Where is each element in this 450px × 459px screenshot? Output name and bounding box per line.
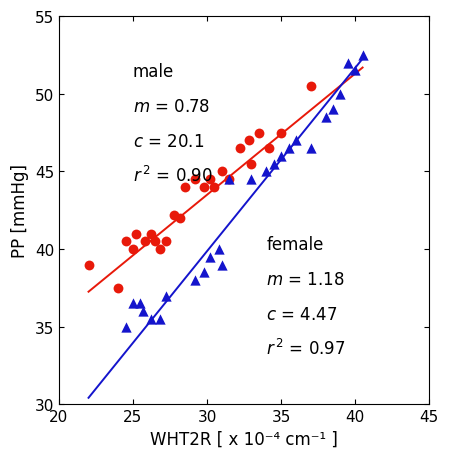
Text: $r\,^{2}$ = 0.90: $r\,^{2}$ = 0.90	[133, 166, 213, 186]
Point	[137, 300, 144, 308]
X-axis label: WHT2R [ x 10⁻⁴ cm⁻¹ ]: WHT2R [ x 10⁻⁴ cm⁻¹ ]	[150, 430, 338, 448]
Point	[192, 176, 199, 184]
Point	[211, 184, 218, 191]
Point	[201, 269, 208, 276]
Text: $m$ = 0.78: $m$ = 0.78	[133, 98, 210, 116]
Point	[115, 285, 122, 292]
Point	[285, 145, 292, 152]
Point	[322, 114, 329, 122]
Point	[141, 238, 149, 246]
Point	[140, 308, 147, 315]
Text: $m$ = 1.18: $m$ = 1.18	[266, 270, 345, 288]
Text: male: male	[133, 63, 174, 81]
Point	[122, 324, 129, 331]
Point	[266, 145, 273, 152]
Point	[278, 129, 285, 137]
Point	[263, 168, 270, 176]
Point	[132, 230, 140, 238]
Point	[278, 153, 285, 160]
Point	[225, 176, 233, 184]
Text: $c$ = 4.47: $c$ = 4.47	[266, 305, 338, 323]
Y-axis label: PP [mmHg]: PP [mmHg]	[11, 164, 29, 258]
Point	[248, 176, 255, 184]
Point	[225, 176, 233, 184]
Text: $r\,^{2}$ = 0.97: $r\,^{2}$ = 0.97	[266, 338, 346, 358]
Point	[351, 67, 359, 75]
Text: $c$ = 20.1: $c$ = 20.1	[133, 133, 204, 151]
Point	[162, 292, 169, 300]
Point	[147, 316, 154, 323]
Point	[192, 277, 199, 284]
Point	[129, 300, 136, 308]
Point	[307, 83, 315, 90]
Point	[147, 230, 154, 238]
Point	[177, 215, 184, 222]
Point	[181, 184, 189, 191]
Point	[307, 145, 315, 152]
Point	[215, 246, 222, 253]
Point	[337, 91, 344, 98]
Text: female: female	[266, 235, 324, 253]
Point	[218, 262, 225, 269]
Point	[129, 246, 136, 253]
Point	[218, 168, 225, 176]
Point	[245, 137, 252, 145]
Point	[207, 176, 214, 184]
Point	[207, 254, 214, 261]
Point	[270, 161, 277, 168]
Point	[255, 129, 262, 137]
Point	[359, 52, 366, 60]
Point	[156, 316, 163, 323]
Point	[329, 106, 337, 114]
Point	[162, 238, 169, 246]
Point	[201, 184, 208, 191]
Point	[344, 60, 351, 67]
Point	[248, 161, 255, 168]
Point	[292, 137, 300, 145]
Point	[236, 145, 243, 152]
Point	[152, 238, 159, 246]
Point	[122, 238, 129, 246]
Point	[85, 262, 92, 269]
Point	[156, 246, 163, 253]
Point	[171, 212, 178, 219]
